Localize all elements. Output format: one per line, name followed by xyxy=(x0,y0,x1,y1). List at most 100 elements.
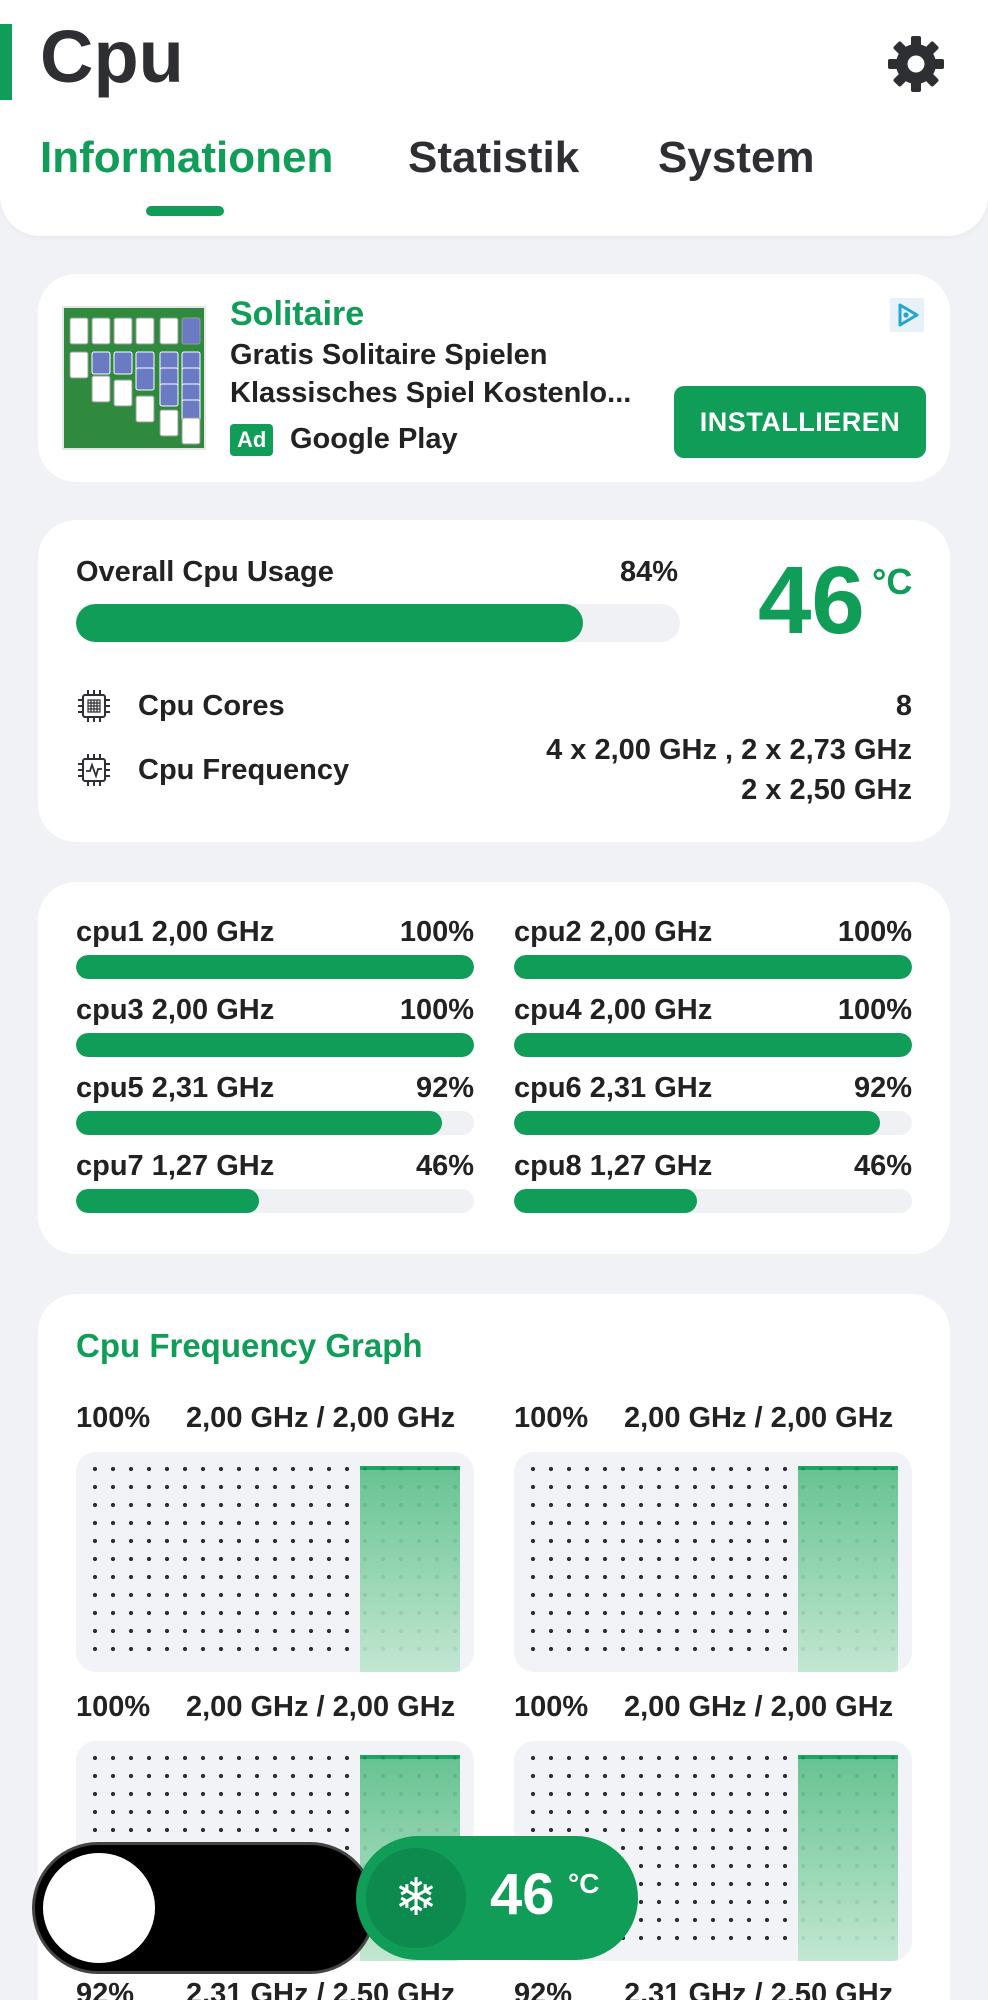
graph-title: Cpu Frequency Graph xyxy=(76,1327,423,1364)
ad-description-line1: Gratis Solitaire Spielen xyxy=(230,339,548,371)
core-item: cpu4 2,00 GHz 100% xyxy=(514,990,912,1068)
ad-choices-icon[interactable] xyxy=(890,298,924,332)
cpu-frequency-value-line1: 4 x 2,00 GHz , 2 x 2,73 GHz xyxy=(546,734,912,766)
core-item: cpu8 1,27 GHz 46% xyxy=(514,1146,912,1224)
cpu-overview-card: Overall Cpu Usage 84% 46 °C Cpu Cores 8 … xyxy=(38,520,950,842)
core-usage-bar xyxy=(514,1110,912,1135)
tab-system[interactable]: System xyxy=(658,133,815,182)
graph-panel-frequency: 2,31 GHz / 2,50 GHz xyxy=(624,1978,894,2000)
core-usage-bar xyxy=(514,1188,912,1213)
core-name: cpu1 2,00 GHz xyxy=(76,916,275,948)
graph-panel-header: 100% 2,00 GHz / 2,00 GHz xyxy=(514,1687,893,1727)
gear-icon[interactable] xyxy=(886,34,946,94)
core-percent: 46% xyxy=(853,1150,912,1182)
core-name: cpu4 2,00 GHz xyxy=(514,994,713,1026)
snowflake-icon: ❄ xyxy=(366,1848,466,1948)
graph-panel-header: 92% 2,31 GHz / 2,50 GHz xyxy=(76,1974,455,2000)
frequency-graph xyxy=(76,1452,474,1672)
overall-usage-percent: 84% xyxy=(620,556,679,588)
cpu-frequency-icon xyxy=(78,754,110,786)
page-title: Cpu xyxy=(40,15,184,98)
core-usage-bar xyxy=(76,954,474,979)
core-name: cpu7 1,27 GHz xyxy=(76,1150,275,1182)
graph-panel-frequency: 2,00 GHz / 2,00 GHz xyxy=(186,1691,456,1723)
cpu-cores-label: Cpu Cores xyxy=(138,690,285,722)
core-percent: 100% xyxy=(837,994,912,1026)
floating-temperature-button[interactable]: ❄ 46 °C xyxy=(356,1836,638,1960)
core-name: cpu8 1,27 GHz xyxy=(514,1150,713,1182)
core-usage-bar xyxy=(76,1110,474,1135)
core-usage-bar xyxy=(514,1032,912,1057)
core-usage-bar-fill xyxy=(76,1188,260,1213)
temperature-unit: °C xyxy=(872,561,913,602)
app-header: Cpu Informationen Statistik System xyxy=(0,0,988,236)
core-usage-bar-fill xyxy=(514,1110,881,1135)
core-item: cpu2 2,00 GHz 100% xyxy=(514,912,912,990)
core-usage-bar xyxy=(514,954,912,979)
graph-frequency-bar xyxy=(798,1755,898,1961)
core-usage-bar xyxy=(76,1032,474,1057)
graph-panel-percent: 100% xyxy=(514,1402,589,1434)
tab-informationen[interactable]: Informationen xyxy=(40,133,334,182)
graph-panel-percent: 100% xyxy=(76,1402,151,1434)
floating-temperature-value: 46 xyxy=(490,1862,555,1927)
frequency-graph xyxy=(514,1452,912,1672)
core-percent: 92% xyxy=(415,1072,474,1104)
graph-panel-header: 100% 2,00 GHz / 2,00 GHz xyxy=(76,1687,455,1727)
active-tab-indicator xyxy=(146,206,224,216)
core-percent: 46% xyxy=(415,1150,474,1182)
ad-banner[interactable]: Solitaire Gratis Solitaire Spielen Klass… xyxy=(38,274,950,482)
overall-usage-bar xyxy=(76,604,680,642)
graph-frequency-bar xyxy=(360,1466,460,1672)
core-usage-bar-fill xyxy=(514,954,912,979)
cpu-cores-card: cpu1 2,00 GHz 100% cpu2 2,00 GHz 100% cpu3 2… xyxy=(38,882,950,1254)
tab-bar: Informationen Statistik System xyxy=(0,128,988,198)
graph-panel-frequency: 2,31 GHz / 2,50 GHz xyxy=(186,1978,456,2000)
core-item: cpu7 1,27 GHz 46% xyxy=(76,1146,474,1224)
toggle-knob[interactable] xyxy=(43,1853,155,1963)
ad-description-line2: Klassisches Spiel Kostenlo... xyxy=(230,377,632,409)
solitaire-app-icon xyxy=(62,306,206,450)
core-item: cpu1 2,00 GHz 100% xyxy=(76,912,474,990)
solitaire-cards-image xyxy=(64,308,204,448)
ad-title[interactable]: Solitaire xyxy=(230,295,365,333)
graph-panel-frequency: 2,00 GHz / 2,00 GHz xyxy=(186,1402,456,1434)
overall-usage-bar-fill xyxy=(76,604,584,642)
core-usage-bar-fill xyxy=(76,1032,474,1057)
graph-panel-header: 92% 2,31 GHz / 2,50 GHz xyxy=(514,1974,893,2000)
core-name: cpu2 2,00 GHz xyxy=(514,916,713,948)
cpu-chip-icon xyxy=(78,690,110,722)
graph-panel-percent: 100% xyxy=(76,1691,151,1723)
title-accent-bar xyxy=(0,24,12,100)
core-usage-bar-fill xyxy=(76,954,474,979)
core-percent: 100% xyxy=(837,916,912,948)
cpu-cores-value: 8 xyxy=(895,690,912,722)
cpu-frequency-value-line2: 2 x 2,50 GHz xyxy=(741,774,912,806)
graph-panel-header: 100% 2,00 GHz / 2,00 GHz xyxy=(514,1398,893,1438)
core-percent: 100% xyxy=(399,916,474,948)
core-usage-bar-fill xyxy=(514,1188,698,1213)
graph-frequency-bar xyxy=(798,1466,898,1672)
tab-statistik[interactable]: Statistik xyxy=(408,133,580,182)
graph-panel-frequency: 2,00 GHz / 2,00 GHz xyxy=(624,1402,894,1434)
core-item: cpu3 2,00 GHz 100% xyxy=(76,990,474,1068)
graph-panel-header: 100% 2,00 GHz / 2,00 GHz xyxy=(76,1398,455,1438)
frequency-graph xyxy=(514,1741,912,1961)
graph-panel-percent: 100% xyxy=(514,1691,589,1723)
ad-badge: Ad xyxy=(230,424,274,456)
floating-toggle[interactable] xyxy=(32,1842,376,1974)
cpu-temperature: 46 xyxy=(758,547,865,654)
core-usage-bar xyxy=(76,1188,474,1213)
core-item: cpu5 2,31 GHz 92% xyxy=(76,1068,474,1146)
core-usage-bar-fill xyxy=(514,1032,912,1057)
core-name: cpu6 2,31 GHz xyxy=(514,1072,713,1104)
core-name: cpu3 2,00 GHz xyxy=(76,994,275,1026)
floating-temperature-unit: °C xyxy=(568,1868,600,1899)
core-percent: 100% xyxy=(399,994,474,1026)
install-button[interactable]: INSTALLIEREN xyxy=(674,386,926,458)
graph-panel-percent: 92% xyxy=(76,1978,135,2000)
core-percent: 92% xyxy=(853,1072,912,1104)
core-usage-bar-fill xyxy=(76,1110,443,1135)
ad-store-name: Google Play xyxy=(290,423,458,455)
cpu-frequency-label: Cpu Frequency xyxy=(138,754,350,786)
